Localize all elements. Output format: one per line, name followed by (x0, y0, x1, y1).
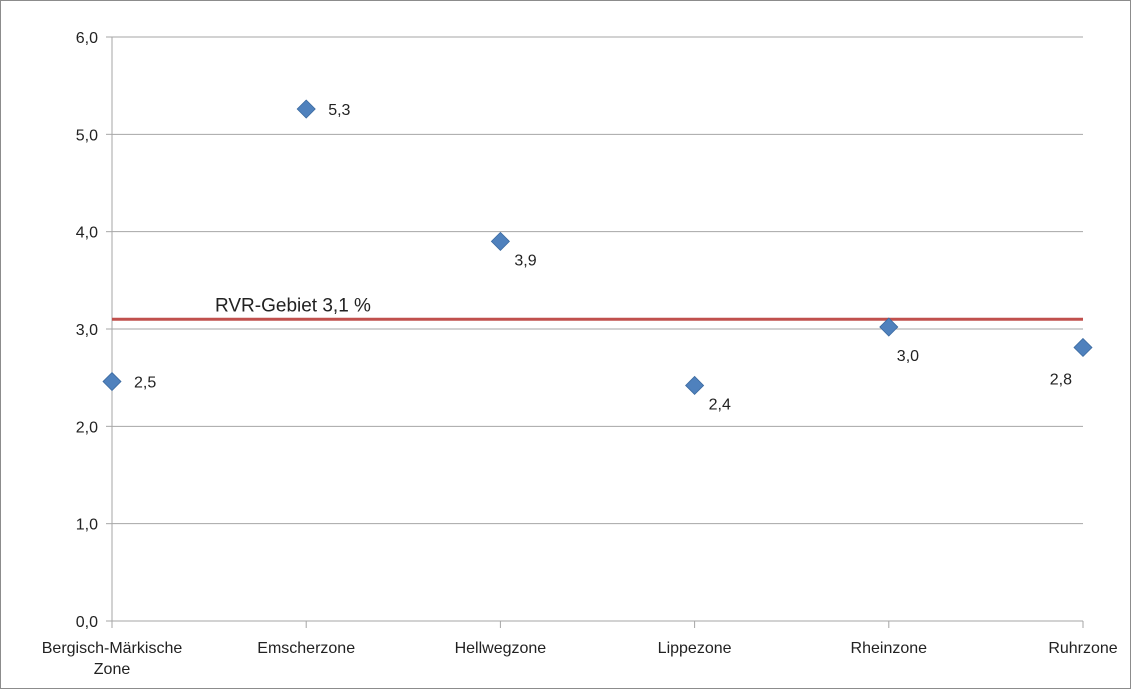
y-tick-label: 1,0 (76, 517, 98, 534)
x-tick-label-line: Hellwegzone (455, 640, 547, 657)
data-label: 2,5 (134, 375, 156, 392)
gridlines (112, 36, 1083, 525)
x-tick-label-line: Bergisch-Märkische (42, 640, 183, 657)
x-tick-label-line: Zone (94, 661, 131, 678)
data-point-marker (685, 375, 705, 396)
data-point-marker (296, 99, 316, 119)
x-tick-label: Ruhrzone (1048, 640, 1117, 657)
y-tick-label: 6,0 (76, 30, 98, 47)
data-points (102, 99, 1093, 396)
data-label: 5,3 (328, 102, 350, 119)
data-point-marker (490, 231, 510, 251)
x-tick-label: Rheinzone (851, 640, 928, 657)
y-tick-label: 2,0 (76, 419, 98, 436)
x-tick-label-line: Ruhrzone (1048, 640, 1117, 657)
x-tick-label-line: Emscherzone (257, 640, 355, 657)
data-point-marker (102, 371, 122, 392)
y-tick-label: 0,0 (76, 614, 98, 631)
data-labels: 2,5 5,3 3,9 2,4 3,0 2,8 (134, 102, 1072, 413)
reference-line-label: RVR-Gebiet 3,1 % (215, 295, 371, 316)
x-tick-label: Lippezone (658, 640, 732, 657)
x-tick-label-line: Rheinzone (851, 640, 928, 657)
data-label: 3,0 (897, 348, 919, 365)
y-tick-label: 4,0 (76, 225, 98, 242)
data-label: 3,9 (514, 252, 536, 269)
x-tick-label: Hellwegzone (455, 640, 547, 657)
y-tick-label: 3,0 (76, 322, 98, 339)
x-tick-label-line: Lippezone (658, 640, 732, 657)
y-tick-label: 5,0 (76, 127, 98, 144)
x-tick-label: Emscherzone (257, 640, 355, 657)
data-point-marker (879, 317, 899, 337)
reference-line-group: RVR-Gebiet 3,1 % (112, 295, 1083, 321)
data-point-marker (1073, 337, 1093, 358)
data-label: 2,8 (1050, 371, 1072, 388)
data-label: 2,4 (709, 396, 731, 413)
x-tick-label: Bergisch-Märkische Zone (42, 640, 183, 678)
axes: 0,0 1,0 2,0 3,0 4,0 5,0 6,0 Bergisch-Märkische Z… (42, 30, 1118, 678)
